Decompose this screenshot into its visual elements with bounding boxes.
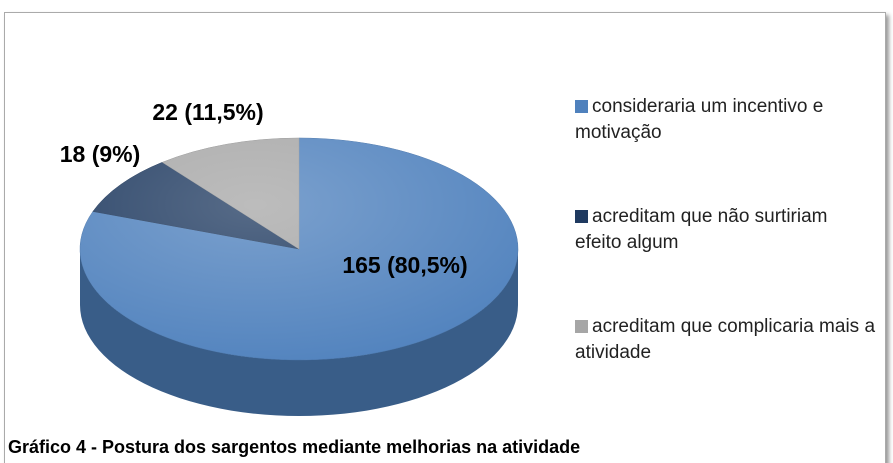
slice-highlight [80,138,518,360]
legend-swatch [575,100,588,113]
legend-label: acreditam que complicaria mais a ativida… [575,316,876,363]
legend-swatch [575,320,588,333]
data-label: 165 (80,5%) [342,252,467,278]
legend-label: consideraria um incentivo e motivação [575,96,824,143]
data-label: 22 (11,5%) [152,99,263,125]
legend-swatch [575,210,588,223]
chart-title: Gráfico 4 - Postura dos sargentos median… [8,437,581,457]
data-label: 18 (9%) [60,141,141,167]
legend-item: acreditam que não surtiriam efeito algum [575,204,875,256]
legend-item: acreditam que complicaria mais a ativida… [575,314,875,366]
legend-item: consideraria um incentivo e motivação [575,94,875,146]
legend-label: acreditam que não surtiriam efeito algum [575,206,828,253]
slice-side [80,249,518,416]
